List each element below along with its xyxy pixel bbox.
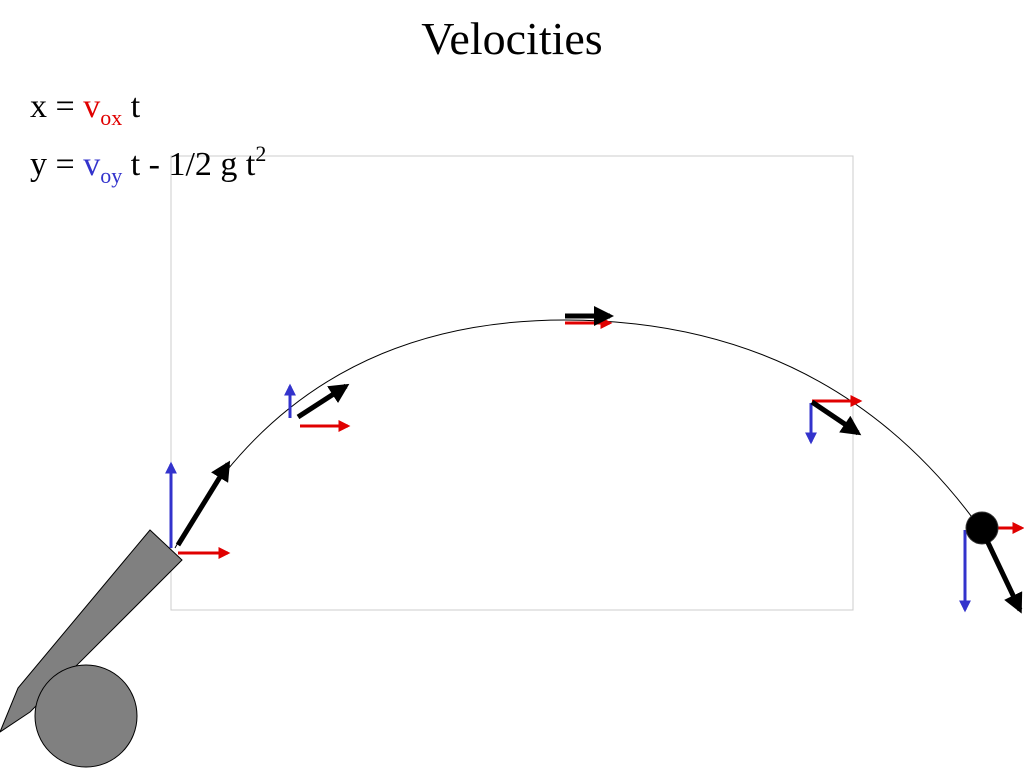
title: Velocities: [421, 13, 603, 64]
ball: [965, 511, 999, 545]
velocity-symbol: v: [83, 88, 101, 125]
equation: y = voy t - 1/2 g t2: [30, 141, 266, 188]
velocities: [175, 306, 1023, 614]
equation-lhs: y =: [30, 146, 75, 183]
cannon-barrel: [0, 529, 183, 733]
equation-rest: t - 1/2 g t: [130, 146, 256, 183]
cannon-wheel: [34, 664, 138, 768]
vertical-velocities: [165, 383, 971, 613]
subscript: oy: [100, 163, 123, 188]
subscript: ox: [100, 105, 123, 130]
trajectory: [174, 319, 981, 549]
equation-lhs: x =: [30, 88, 75, 125]
superscript: 2: [255, 141, 267, 166]
v-arrow: [296, 383, 350, 420]
v-arrow: [979, 528, 1023, 614]
frame: [170, 155, 854, 611]
v-arrow: [175, 460, 231, 547]
equation-rest: t: [130, 88, 141, 125]
equation: x = vox t: [30, 88, 141, 130]
v-arrow: [810, 399, 862, 436]
horizontal-velocities: [178, 317, 1024, 559]
velocity-symbol: v: [83, 146, 101, 183]
